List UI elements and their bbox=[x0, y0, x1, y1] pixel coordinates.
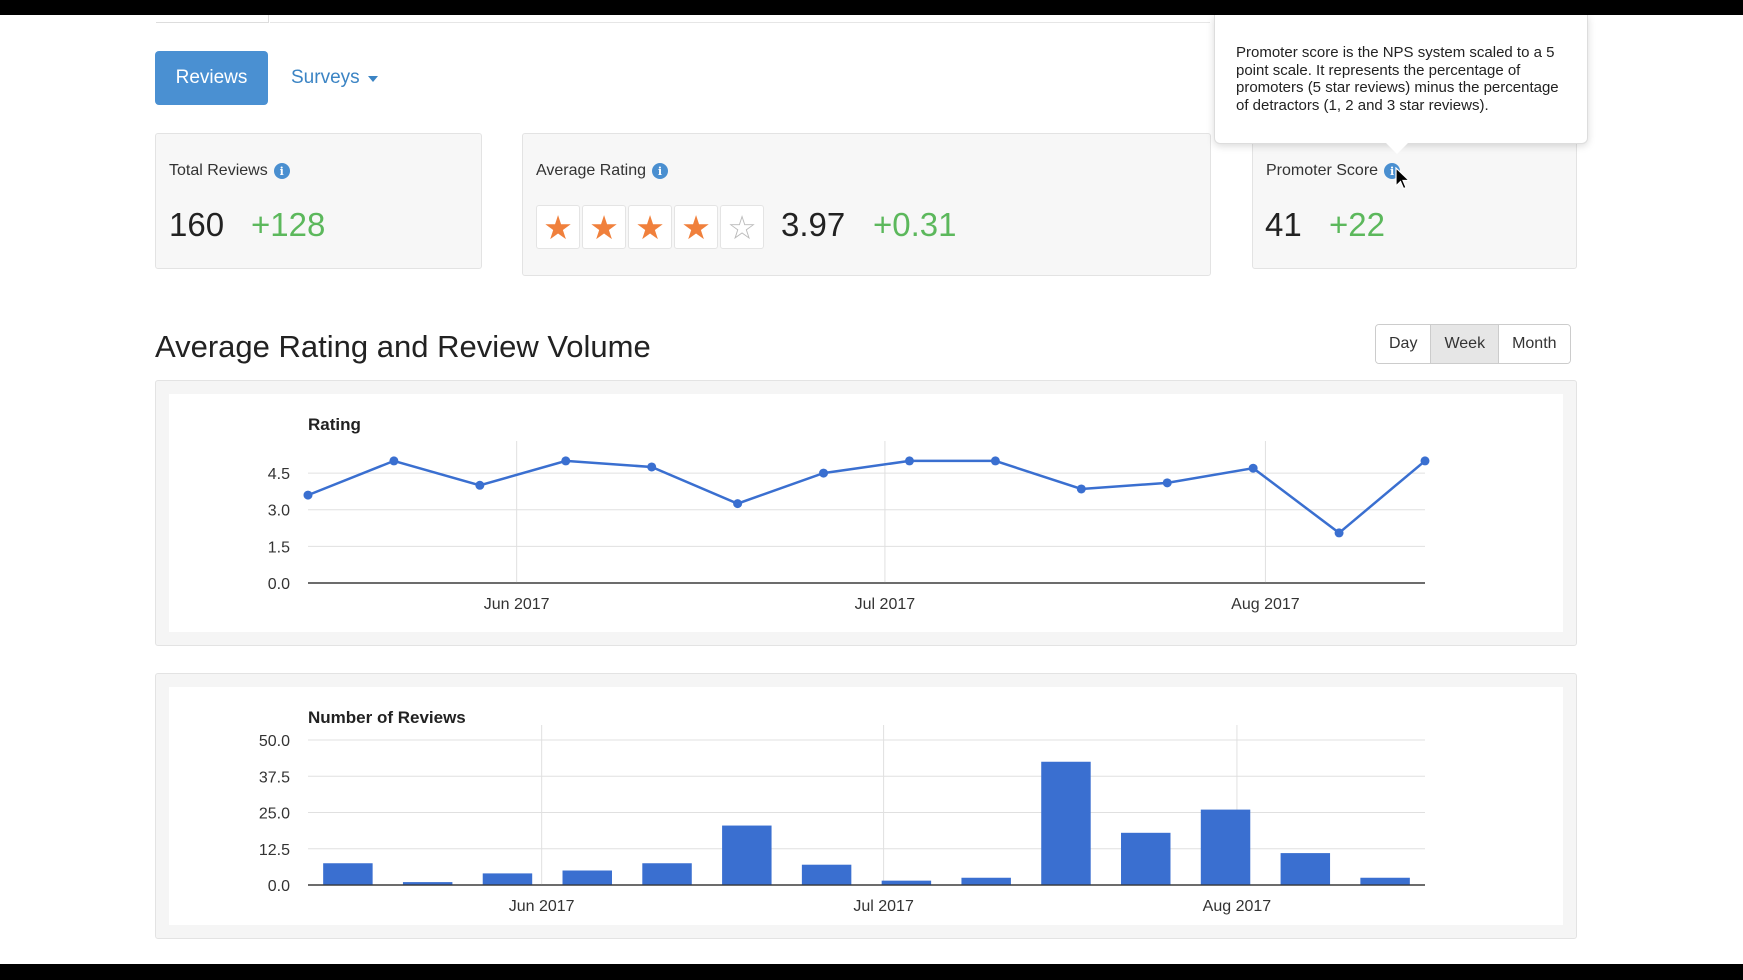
reviews-tab-button[interactable]: Reviews bbox=[155, 51, 268, 105]
x-tick-label: Jul 2017 bbox=[853, 898, 914, 915]
chart-title: Number of Reviews bbox=[308, 708, 466, 727]
data-point bbox=[1076, 484, 1086, 494]
data-point bbox=[819, 468, 829, 478]
promoter-score-label: Promoter Score i bbox=[1266, 162, 1401, 180]
reviews-chart: Number of Reviews 0.0 12.5 25.0 37.5 50.0 Jun … bbox=[259, 708, 1425, 915]
rating-chart-panel: Rating 0.0 1.5 3.0 4.5 Jun 2017 Jul 2017 Aug 20… bbox=[155, 380, 1577, 646]
data-point bbox=[303, 490, 313, 500]
bar bbox=[562, 870, 612, 885]
y-tick-label: 12.5 bbox=[259, 842, 290, 859]
average-rating-delta: +0.31 bbox=[873, 206, 957, 243]
bar bbox=[961, 877, 1011, 885]
data-point bbox=[561, 456, 571, 466]
average-rating-title: Average Rating bbox=[536, 162, 646, 179]
total-reviews-delta: +128 bbox=[251, 206, 326, 243]
bar bbox=[642, 863, 692, 885]
bar bbox=[1041, 761, 1091, 885]
section-title: Average Rating and Review Volume bbox=[155, 329, 651, 364]
bar bbox=[881, 880, 932, 885]
range-week-button[interactable]: Week bbox=[1431, 325, 1500, 363]
tooltip-text: Promoter score is the NPS system scaled … bbox=[1236, 44, 1559, 114]
data-point bbox=[733, 499, 743, 509]
x-tick-label: Jul 2017 bbox=[855, 596, 916, 613]
average-rating-label: Average Rating i bbox=[536, 162, 668, 180]
tab-edge bbox=[156, 15, 269, 23]
data-point bbox=[389, 456, 399, 466]
surveys-dropdown[interactable]: Surveys bbox=[291, 67, 378, 89]
bar bbox=[1200, 809, 1251, 885]
rating-chart: Rating 0.0 1.5 3.0 4.5 Jun 2017 Jul 2017 Aug 20… bbox=[268, 415, 1430, 613]
average-rating-card: Average Rating i ★ ★ ★ ★ ☆ 3.97 +0.31 bbox=[522, 133, 1211, 276]
bar bbox=[1280, 853, 1331, 885]
data-point bbox=[1420, 456, 1430, 466]
total-reviews-value: 160 bbox=[169, 206, 225, 243]
promoter-score-card: Promoter Score i 41 +22 bbox=[1252, 133, 1577, 269]
data-point bbox=[990, 456, 1000, 466]
series-line bbox=[307, 459, 1426, 535]
promoter-score-tooltip: Promoter score is the NPS system scaled … bbox=[1214, 15, 1588, 144]
star-icon-empty: ☆ bbox=[720, 205, 764, 249]
bar bbox=[722, 825, 772, 885]
x-tick-label: Jun 2017 bbox=[509, 898, 575, 915]
data-point bbox=[1162, 478, 1172, 488]
reviews-chart-area: Number of Reviews 0.0 12.5 25.0 37.5 50.0 Jun … bbox=[169, 687, 1563, 925]
reviews-chart-panel: Number of Reviews 0.0 12.5 25.0 37.5 50.0 Jun … bbox=[155, 673, 1577, 939]
data-point bbox=[475, 480, 485, 490]
info-icon[interactable]: i bbox=[652, 163, 668, 179]
bar bbox=[323, 863, 373, 885]
total-reviews-title: Total Reviews bbox=[169, 162, 268, 179]
y-tick-label: 0.0 bbox=[268, 576, 290, 593]
chevron-down-icon bbox=[367, 76, 378, 82]
y-tick-label: 1.5 bbox=[268, 539, 290, 556]
dashboard: Reviews Surveys Total Reviews i 160 +128… bbox=[0, 15, 1743, 964]
bar bbox=[1360, 877, 1410, 885]
average-rating-value: 3.97 bbox=[781, 206, 846, 243]
data-point bbox=[1334, 528, 1344, 538]
x-tick-label: Aug 2017 bbox=[1231, 596, 1300, 613]
info-icon[interactable]: i bbox=[273, 163, 290, 179]
y-tick-label: 25.0 bbox=[259, 806, 290, 823]
surveys-label: Surveys bbox=[291, 67, 360, 88]
y-tick-label: 0.0 bbox=[268, 878, 290, 895]
star-icon-filled: ★ bbox=[536, 205, 580, 249]
divider bbox=[270, 15, 1210, 23]
bar bbox=[402, 882, 453, 885]
x-tick-label: Jun 2017 bbox=[484, 596, 550, 613]
mouse-cursor-icon bbox=[1395, 167, 1411, 190]
total-reviews-label: Total Reviews i bbox=[169, 162, 290, 180]
star-icon-filled: ★ bbox=[628, 205, 672, 249]
promoter-score-delta: +22 bbox=[1329, 206, 1385, 243]
range-month-button[interactable]: Month bbox=[1499, 325, 1570, 363]
data-point bbox=[647, 462, 657, 472]
y-tick-label: 3.0 bbox=[268, 503, 290, 520]
y-tick-label: 37.5 bbox=[259, 769, 290, 786]
bar bbox=[1121, 832, 1171, 885]
chart-title: Rating bbox=[308, 415, 361, 434]
y-tick-label: 4.5 bbox=[268, 466, 290, 483]
time-range-selector[interactable]: Day Week Month bbox=[1375, 324, 1571, 364]
data-point bbox=[904, 456, 914, 466]
star-icon-filled: ★ bbox=[582, 205, 626, 249]
bar bbox=[801, 864, 852, 885]
range-day-button[interactable]: Day bbox=[1376, 325, 1432, 363]
promoter-score-title: Promoter Score bbox=[1266, 162, 1379, 179]
bar bbox=[482, 873, 533, 885]
star-icon-filled: ★ bbox=[674, 205, 718, 249]
y-tick-label: 50.0 bbox=[259, 733, 290, 750]
tooltip-arrow bbox=[1386, 143, 1408, 154]
total-reviews-card: Total Reviews i 160 +128 bbox=[155, 133, 482, 269]
rating-chart-area: Rating 0.0 1.5 3.0 4.5 Jun 2017 Jul 2017 Aug 20… bbox=[169, 394, 1563, 632]
x-tick-label: Aug 2017 bbox=[1203, 898, 1272, 915]
promoter-score-value: 41 bbox=[1265, 206, 1302, 243]
data-point bbox=[1248, 463, 1258, 473]
